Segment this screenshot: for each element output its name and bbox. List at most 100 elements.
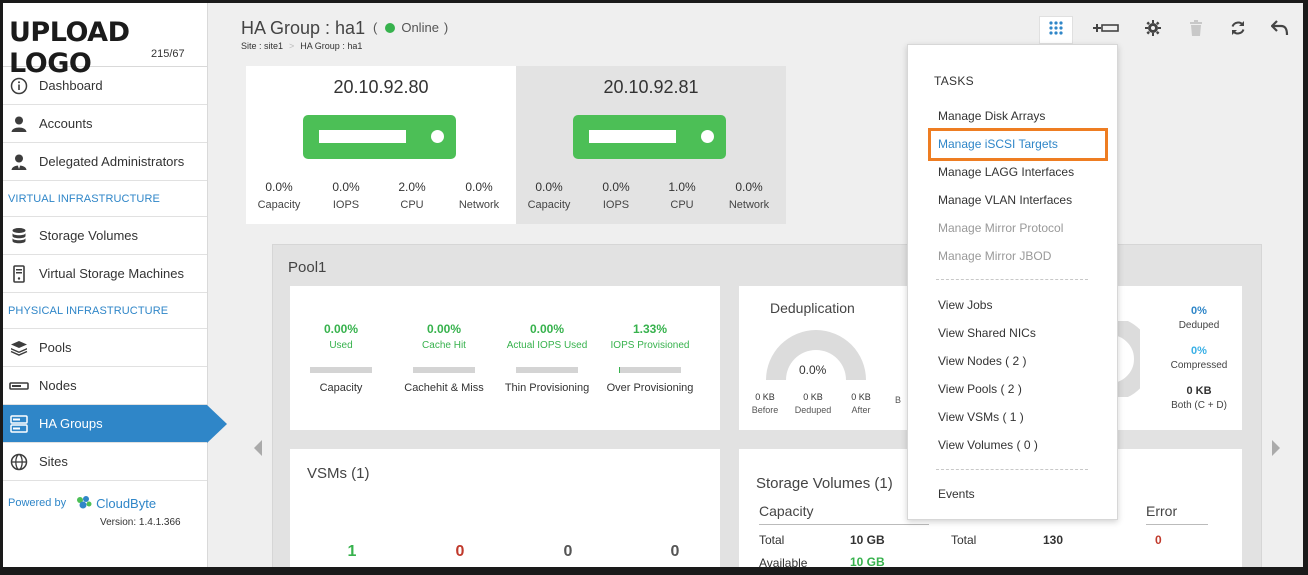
database-icon [9, 227, 29, 245]
trash-icon [1189, 19, 1203, 41]
dedup-before: 0 KB Before [751, 392, 779, 415]
cloudbyte-logo: CloudByte [74, 495, 156, 511]
chevron-right-icon [1272, 440, 1280, 456]
node-stat: 0.0% Network [458, 180, 500, 211]
dedup-percent: 0.0% [799, 363, 827, 377]
node-card-2[interactable]: 20.10.92.81 0.0% Capacity 0.0% IOPS 1.0% CP… [516, 66, 786, 224]
metric-cache: 0.00% Cache Hit Cachehit & Miss [404, 322, 484, 394]
refresh-button[interactable] [1221, 16, 1255, 44]
node-stat: 0.0% Capacity [257, 180, 301, 211]
sidebar-item-label: HA Groups [39, 416, 103, 431]
sidebar-item-storage-volumes[interactable]: Storage Volumes [3, 217, 207, 255]
capacity-label: Capacity [759, 503, 814, 519]
metric-over-provisioning: 1.33% IOPS Provisioned Over Provisioning [606, 322, 694, 394]
stat-both: 0 KB Both (C + D) [1171, 385, 1227, 411]
dedup-after: 0 KB After [851, 392, 871, 415]
divider [759, 524, 929, 525]
node-stat: 2.0% CPU [398, 180, 426, 211]
breadcrumb-separator: > [289, 41, 295, 51]
undo-icon [1270, 19, 1289, 41]
vsm-count: 0 [670, 543, 680, 560]
pool-metrics-panel: 0.00% Used Capacity 0.00% Cache Hit Cacheh… [290, 286, 720, 430]
section-physical-infrastructure: PHYSICAL INFRASTRUCTURE [3, 293, 207, 329]
menu-item-view-pools[interactable]: View Pools ( 2 ) [938, 382, 1022, 396]
app-frame: UPLOAD LOGO 215/67 Dashboard Accounts De… [3, 3, 1303, 567]
logo-text: UPLOAD LOGO [9, 17, 130, 79]
add-remove-button[interactable] [1089, 16, 1123, 44]
carousel-prev-button[interactable] [253, 440, 263, 461]
server-tower-icon [9, 264, 29, 283]
volume-total-value: 10 GB [850, 533, 885, 547]
info-circle-icon [9, 77, 29, 95]
user-icon [9, 115, 29, 133]
status-text: Online [401, 20, 439, 35]
page-title: HA Group : ha1 [241, 18, 366, 38]
sidebar-item-dashboard[interactable]: Dashboard [3, 67, 207, 105]
volume-available-value: 10 GB [850, 555, 885, 567]
refresh-icon [1230, 20, 1246, 41]
node-stat: 0.0% IOPS [332, 180, 360, 211]
vsms-panel [290, 449, 720, 567]
menu-divider [936, 279, 1088, 280]
node-icon [9, 381, 29, 391]
menu-item-view-vsms[interactable]: View VSMs ( 1 ) [938, 410, 1024, 424]
stat-deduped: 0% Deduped [1178, 305, 1220, 331]
sidebar-item-label: Dashboard [39, 78, 103, 93]
node-stat: 0.0% IOPS [602, 180, 630, 211]
vsm-count: 1 [347, 543, 357, 560]
error-value: 0 [1155, 533, 1162, 547]
sidebar-item-label: Pools [39, 340, 72, 355]
menu-item-view-nodes[interactable]: View Nodes ( 2 ) [938, 354, 1027, 368]
storage-volumes-title: Storage Volumes (1) [756, 475, 893, 492]
pool-title: Pool1 [288, 259, 327, 276]
sidebar-item-virtual-storage-machines[interactable]: Virtual Storage Machines [3, 255, 207, 293]
menu-item-manage-mirror-protocol[interactable]: Manage Mirror Protocol [938, 221, 1064, 235]
sidebar-item-sites[interactable]: Sites [3, 443, 207, 481]
metric-bar [516, 367, 578, 373]
status-badge: ( Online ) [373, 20, 448, 35]
menu-item-view-shared-nics[interactable]: View Shared NICs [938, 326, 1036, 340]
sidebar-item-ha-groups[interactable]: HA Groups [3, 405, 227, 443]
menu-divider [936, 469, 1088, 470]
sidebar-item-pools[interactable]: Pools [3, 329, 207, 367]
menu-item-manage-iscsi-targets[interactable]: Manage iSCSI Targets [938, 137, 1058, 151]
settings-button[interactable] [1136, 16, 1170, 44]
sidebar-item-accounts[interactable]: Accounts [3, 105, 207, 143]
vsm-count: 0 [455, 543, 465, 560]
delete-button[interactable] [1179, 16, 1213, 44]
stat-compressed: 0% Compressed [1170, 345, 1228, 371]
node-card-1[interactable]: 20.10.92.80 0.0% Capacity 0.0% IOPS 2.0% CP… [246, 66, 516, 224]
breadcrumb-site[interactable]: Site : site1 [241, 41, 284, 51]
menu-item-manage-disk-arrays[interactable]: Manage Disk Arrays [938, 109, 1046, 123]
menu-item-view-volumes[interactable]: View Volumes ( 0 ) [938, 438, 1038, 452]
server-icon [573, 115, 726, 159]
tasks-heading: TASKS [934, 74, 974, 88]
admin-user-icon [9, 153, 29, 171]
sidebar-item-label: Accounts [39, 116, 93, 131]
status-close-paren: ) [443, 20, 449, 35]
vsms-title: VSMs (1) [307, 465, 370, 482]
breadcrumb: Site : site1 > HA Group : ha1 [241, 41, 362, 51]
sidebar-item-label: Virtual Storage Machines [39, 266, 185, 281]
back-button[interactable] [1263, 16, 1297, 44]
tasks-menu-button[interactable] [1039, 16, 1073, 44]
sidebar-item-nodes[interactable]: Nodes [3, 367, 207, 405]
breadcrumb-ha-group[interactable]: HA Group : ha1 [300, 41, 363, 51]
menu-item-view-jobs[interactable]: View Jobs [938, 298, 993, 312]
menu-item-manage-vlan-interfaces[interactable]: Manage VLAN Interfaces [938, 193, 1073, 207]
add-remove-icon [1093, 21, 1119, 39]
sidebar-item-delegated-administrators[interactable]: Delegated Administrators [3, 143, 207, 181]
sidebar-item-label: Sites [39, 454, 68, 469]
dedup-gauge [762, 322, 870, 387]
logo[interactable]: UPLOAD LOGO 215/67 [3, 3, 207, 79]
section-virtual-infrastructure: VIRTUAL INFRASTRUCTURE [3, 181, 207, 217]
menu-item-manage-mirror-jbod[interactable]: Manage Mirror JBOD [938, 249, 1052, 263]
metric-capacity: 0.00% Used Capacity [291, 322, 391, 394]
menu-item-manage-lagg-interfaces[interactable]: Manage LAGG Interfaces [938, 165, 1075, 179]
globe-icon [9, 453, 29, 471]
metric-bar [310, 367, 372, 373]
menu-item-events[interactable]: Events [938, 487, 975, 501]
carousel-next-button[interactable] [1271, 440, 1281, 461]
compression-gauge [1118, 321, 1140, 397]
error-label: Error [1146, 503, 1178, 519]
